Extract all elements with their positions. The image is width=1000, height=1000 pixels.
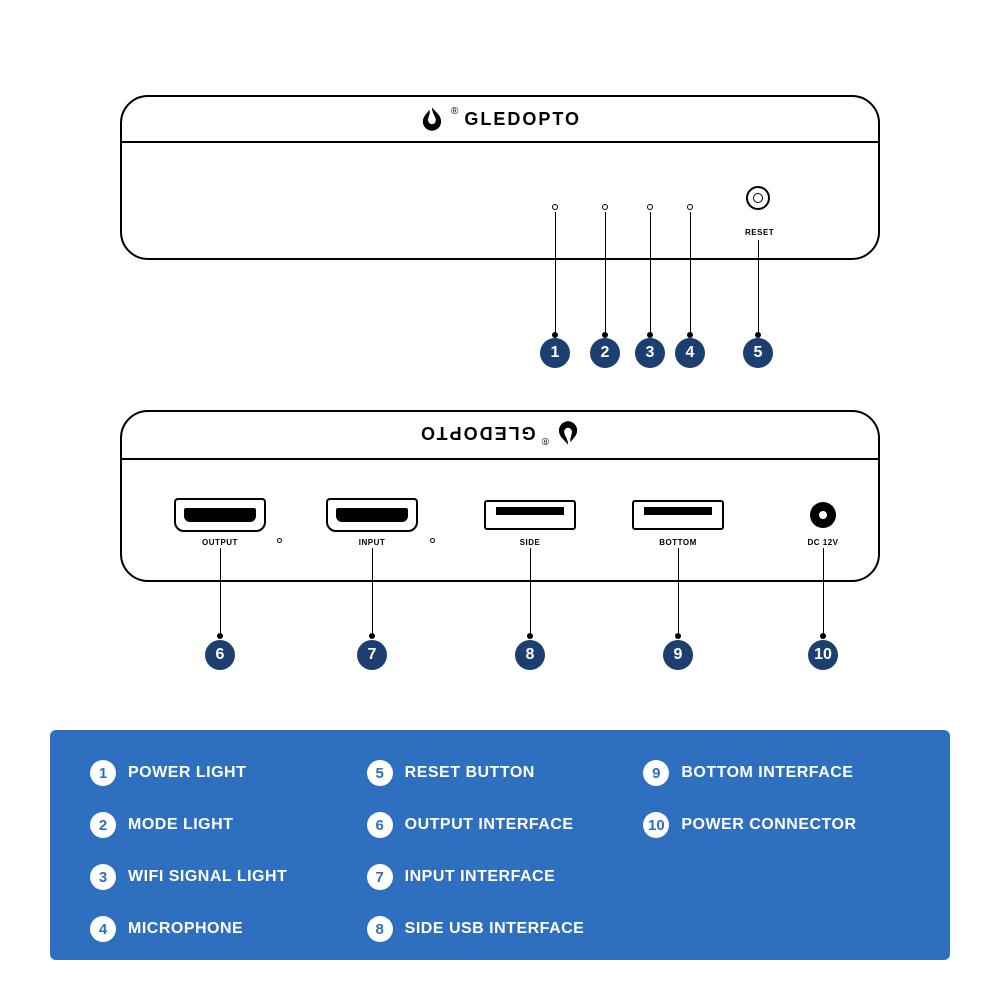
legend-item: 10 POWER CONNECTOR <box>643 812 920 838</box>
usb-port-icon <box>632 500 724 530</box>
diagram-stage: ®GLEDOPTO1234RESET5®GLEDOPTOOUTPUT6INPUT… <box>0 0 1000 1000</box>
callout-line <box>823 548 824 636</box>
legend-item: 7 INPUT INTERFACE <box>367 864 644 890</box>
legend-item: 1 POWER LIGHT <box>90 760 367 786</box>
brand-name: GLEDOPTO <box>419 423 536 444</box>
port-label: SIDE <box>520 538 541 547</box>
callout-badge: 3 <box>635 338 665 368</box>
callout-line <box>605 212 606 335</box>
indicator-hole <box>647 204 653 210</box>
registered-mark: ® <box>542 435 549 446</box>
legend-item: 3 WIFI SIGNAL LIGHT <box>90 864 367 890</box>
legend-item: 5 RESET BUTTON <box>367 760 644 786</box>
legend-item: 9 BOTTOM INTERFACE <box>643 760 920 786</box>
callout-dot <box>369 633 375 639</box>
legend-badge: 4 <box>90 916 116 942</box>
callout-dot <box>675 633 681 639</box>
legend-badge: 1 <box>90 760 116 786</box>
callout-badge: 9 <box>663 640 693 670</box>
legend-item: 4 MICROPHONE <box>90 916 367 942</box>
callout-line <box>678 548 679 636</box>
callout-badge: 10 <box>808 640 838 670</box>
legend-label: WIFI SIGNAL LIGHT <box>128 868 287 886</box>
legend-label: OUTPUT INTERFACE <box>405 816 574 834</box>
reset-button-icon <box>746 186 770 210</box>
callout-dot <box>217 633 223 639</box>
legend-label: SIDE USB INTERFACE <box>405 920 585 938</box>
brand-logo-icon <box>555 420 581 446</box>
brand: ® GLEDOPTO <box>419 106 581 132</box>
callout-badge: 2 <box>590 338 620 368</box>
tiny-indicator-dot <box>430 538 435 543</box>
callout-line <box>690 212 691 335</box>
callout-dot <box>527 633 533 639</box>
callout-line <box>530 548 531 636</box>
legend-badge: 6 <box>367 812 393 838</box>
indicator-hole <box>602 204 608 210</box>
legend-label: BOTTOM INTERFACE <box>681 764 853 782</box>
dc-jack-icon <box>810 502 836 528</box>
legend-badge: 2 <box>90 812 116 838</box>
legend-item: 2 MODE LIGHT <box>90 812 367 838</box>
legend-badge: 8 <box>367 916 393 942</box>
hdmi-port-icon <box>326 498 418 532</box>
callout-badge: 7 <box>357 640 387 670</box>
indicator-hole <box>687 204 693 210</box>
callout-badge: 4 <box>675 338 705 368</box>
usb-port-icon <box>484 500 576 530</box>
port-label: OUTPUT <box>202 538 238 547</box>
callout-dot <box>820 633 826 639</box>
legend-badge: 5 <box>367 760 393 786</box>
hdmi-port-icon <box>174 498 266 532</box>
reset-label: RESET <box>745 228 774 237</box>
device-top-edge <box>122 458 878 460</box>
port-label: BOTTOM <box>659 538 697 547</box>
legend-badge: 7 <box>367 864 393 890</box>
device-top-edge <box>122 141 878 143</box>
brand-logo-icon <box>419 106 445 132</box>
legend-item: 8 SIDE USB INTERFACE <box>367 916 644 942</box>
brand: ® GLEDOPTO <box>419 420 581 446</box>
legend-item: 6 OUTPUT INTERFACE <box>367 812 644 838</box>
legend-label: POWER LIGHT <box>128 764 246 782</box>
legend-column: 5 RESET BUTTON 6 OUTPUT INTERFACE 7 INPUT INT… <box>367 760 644 942</box>
registered-mark: ® <box>451 106 458 117</box>
legend-column: 1 POWER LIGHT 2 MODE LIGHT 3 WIFI SIGNAL LIGH… <box>90 760 367 942</box>
legend-label: MICROPHONE <box>128 920 243 938</box>
callout-line <box>650 212 651 335</box>
callout-line <box>758 240 759 335</box>
legend-label: INPUT INTERFACE <box>405 868 556 886</box>
legend-label: RESET BUTTON <box>405 764 535 782</box>
callout-badge: 8 <box>515 640 545 670</box>
callout-badge: 1 <box>540 338 570 368</box>
legend-panel: 1 POWER LIGHT 2 MODE LIGHT 3 WIFI SIGNAL LIGH… <box>50 730 950 960</box>
legend-label: MODE LIGHT <box>128 816 233 834</box>
brand-name: GLEDOPTO <box>464 109 581 130</box>
legend-column: 9 BOTTOM INTERFACE 10 POWER CONNECTOR <box>643 760 920 942</box>
legend-badge: 9 <box>643 760 669 786</box>
legend-badge: 10 <box>643 812 669 838</box>
callout-line <box>555 212 556 335</box>
callout-line <box>372 548 373 636</box>
legend-badge: 3 <box>90 864 116 890</box>
port-label: DC 12V <box>807 538 838 547</box>
tiny-indicator-dot <box>277 538 282 543</box>
callout-badge: 6 <box>205 640 235 670</box>
callout-line <box>220 548 221 636</box>
indicator-hole <box>552 204 558 210</box>
port-label: INPUT <box>359 538 386 547</box>
legend-label: POWER CONNECTOR <box>681 816 856 834</box>
callout-badge: 5 <box>743 338 773 368</box>
